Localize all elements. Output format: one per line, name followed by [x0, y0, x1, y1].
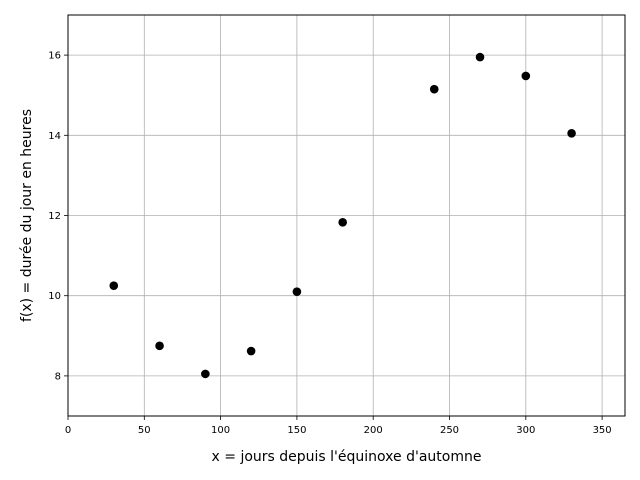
x-tick-label: 100: [211, 425, 230, 436]
x-axis-ticks: 0 50 100 150 200 250 300 350: [65, 416, 612, 436]
y-tick-label: 16: [48, 51, 61, 62]
data-point: [338, 218, 347, 227]
y-axis-label: f(x) = durée du jour en heures: [19, 109, 35, 322]
data-point: [155, 341, 164, 351]
data-point: [521, 71, 531, 81]
x-tick-label: 200: [364, 425, 383, 436]
x-tick-label: 50: [138, 425, 151, 436]
grid-lines: [67, 15, 625, 416]
y-tick-label: 10: [48, 291, 61, 302]
data-points: [109, 52, 576, 379]
x-tick-label: 350: [593, 425, 612, 436]
data-point: [109, 281, 119, 290]
x-axis-label: x = jours depuis l'équinoxe d'automne: [212, 449, 482, 465]
data-point: [292, 287, 302, 296]
y-tick-label: 14: [48, 131, 61, 142]
data-point: [201, 369, 210, 379]
x-tick-label: 150: [287, 425, 306, 436]
data-point: [475, 52, 485, 62]
y-tick-label: 8: [55, 371, 61, 382]
data-point: [567, 128, 576, 138]
x-tick-label: 300: [516, 425, 535, 436]
y-axis-ticks: 8 10 12 14 16: [48, 51, 68, 382]
data-point: [429, 84, 439, 94]
y-tick-label: 12: [48, 211, 61, 222]
x-tick-label: 250: [440, 425, 459, 436]
x-tick-label: 0: [65, 425, 71, 436]
data-point: [246, 346, 256, 356]
